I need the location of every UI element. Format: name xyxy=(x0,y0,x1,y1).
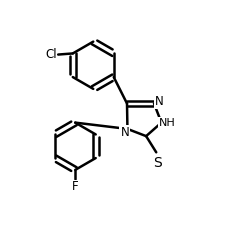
Text: S: S xyxy=(153,156,162,170)
Text: N: N xyxy=(120,126,129,139)
Text: Cl: Cl xyxy=(45,48,57,61)
Text: N: N xyxy=(155,95,163,108)
Text: F: F xyxy=(72,180,79,193)
Text: NH: NH xyxy=(159,118,176,128)
